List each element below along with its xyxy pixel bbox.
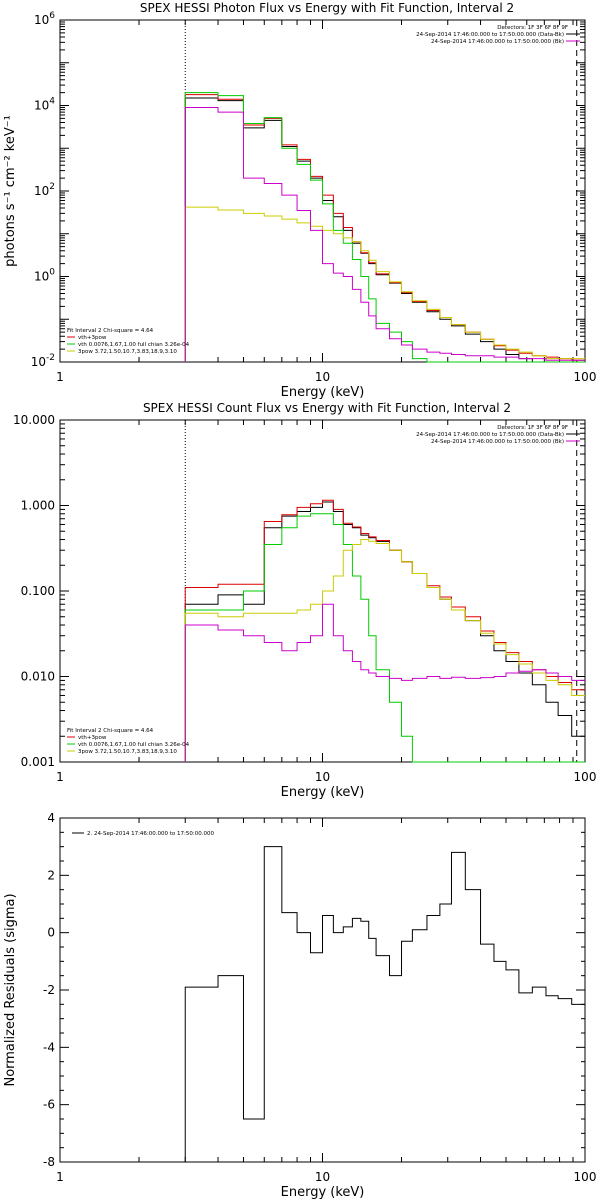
y-tick-label: 10.000 <box>13 413 55 427</box>
y-tick-label: 0.010 <box>21 670 55 684</box>
y-tick-label: -4 <box>43 1040 55 1054</box>
plot-frame <box>59 817 586 1163</box>
y-tick-label: -8 <box>43 1155 55 1169</box>
photon-flux-panel: SPEX HESSI Photon Flux vs Energy with Fi… <box>3 1 596 400</box>
y-tick-label: 4 <box>47 811 55 825</box>
series-line <box>184 94 585 362</box>
x-tick-label: 1 <box>56 770 64 784</box>
series-line <box>184 539 585 762</box>
series-line <box>184 603 585 762</box>
x-tick-label: 100 <box>574 370 597 384</box>
y-tick-label: 106 <box>34 11 55 27</box>
legend-entry-label: 3pow 3.72,1.50,10.7,3.83,18.9,3.10 <box>78 749 177 755</box>
series-line <box>184 501 585 762</box>
series-line <box>184 499 585 762</box>
x-axis-label: Energy (keV) <box>281 1185 365 1200</box>
count-flux-panel: SPEX HESSI Count Flux vs Energy with Fit… <box>13 401 596 800</box>
x-tick-label: 10 <box>315 370 330 384</box>
series-line <box>184 106 585 362</box>
legend-entry-label: vth 0.0076,1.67,1.00 full chian 3.26e-04 <box>78 342 190 348</box>
y-tick-label: 10-2 <box>31 353 55 369</box>
chart-title: SPEX HESSI Count Flux vs Energy with Fit… <box>143 401 511 415</box>
legend-entry-label: 24-Sep-2014 17:46:00.000 to 17:50:00.000… <box>431 439 564 445</box>
y-tick-label: 0 <box>47 926 55 940</box>
legend-entry-label: 24-Sep-2014 17:46:00.000 to 17:50:00.000… <box>431 39 564 45</box>
x-tick-label: 1 <box>56 370 64 384</box>
series-line <box>184 92 585 363</box>
y-axis-label: photons s⁻¹ cm⁻² keV⁻¹ <box>3 115 18 267</box>
legend-entry-label: vth+3pow <box>78 335 107 341</box>
series-line <box>184 846 585 1162</box>
series-line <box>184 513 585 763</box>
x-tick-label: 10 <box>315 1170 330 1184</box>
legend-header: Fit Interval 2 Chi-square = 4.64 <box>67 728 154 734</box>
axes: 1 10 100 0.001 0.010 0.100 1.000 10.000 Energy (… <box>13 413 596 800</box>
legend-header: Detectors: 1F 3F 6F 8F 9F <box>497 25 568 31</box>
y-tick-label: 100 <box>34 268 55 284</box>
x-tick-label: 1 <box>56 1170 64 1184</box>
series-group <box>184 92 585 363</box>
y-tick-label: 0.100 <box>21 584 55 598</box>
chart-title: SPEX HESSI Photon Flux vs Energy with Fi… <box>140 1 514 15</box>
x-axis-label: Energy (keV) <box>281 385 365 400</box>
y-tick-label: 102 <box>34 182 55 198</box>
y-tick-label: -2 <box>43 983 55 997</box>
x-tick-label: 10 <box>315 770 330 784</box>
x-tick-label: 100 <box>574 770 597 784</box>
y-tick-label: -6 <box>43 1098 55 1112</box>
legend-entry-label: 2. 24-Sep-2014 17:46:00.000 to 17:50:00.… <box>87 831 214 837</box>
series-group <box>184 499 585 763</box>
legend-entry-label: vth+3pow <box>78 735 107 741</box>
y-axis-label: Normalized Residuals (sigma) <box>3 893 18 1086</box>
series-line <box>184 206 585 362</box>
y-tick-label: 2 <box>47 868 55 882</box>
legend-entry-label: 24-Sep-2014 17:46:00.000 to 17:50:00.000… <box>416 32 564 38</box>
series-group <box>184 846 585 1162</box>
x-tick-label: 100 <box>574 1170 597 1184</box>
y-tick-label: 0.001 <box>21 755 55 769</box>
legend-header: Fit Interval 2 Chi-square = 4.64 <box>67 328 154 334</box>
legend-entry-label: 24-Sep-2014 17:46:00.000 to 17:50:00.000… <box>416 432 564 438</box>
legend-entry-label: 3pow 3.72,1.50,10.7,3.83,18.9,3.10 <box>78 349 177 355</box>
y-tick-label: 1.000 <box>21 499 55 513</box>
axes: 1 10 100 -8 -6 -4 -2 0 2 4 Energy (keV) Normalized … <box>3 811 596 1200</box>
x-axis-label: Energy (keV) <box>281 785 365 800</box>
series-line <box>184 97 585 363</box>
y-tick-label: 104 <box>34 97 55 113</box>
legend-header: Detectors: 1F 3F 6F 8F 9F <box>497 425 568 431</box>
legend: 2. 24-Sep-2014 17:46:00.000 to 17:50:00.… <box>72 831 214 837</box>
residuals-panel: 1 10 100 -8 -6 -4 -2 0 2 4 Energy (keV) Normalized … <box>3 811 596 1200</box>
axes: 1 10 100 10-2 100 102 104 106 Energy (keV) photon… <box>3 11 596 400</box>
legend-entry-label: vth 0.0076,1.67,1.00 full chian 3.26e-04 <box>78 742 190 748</box>
